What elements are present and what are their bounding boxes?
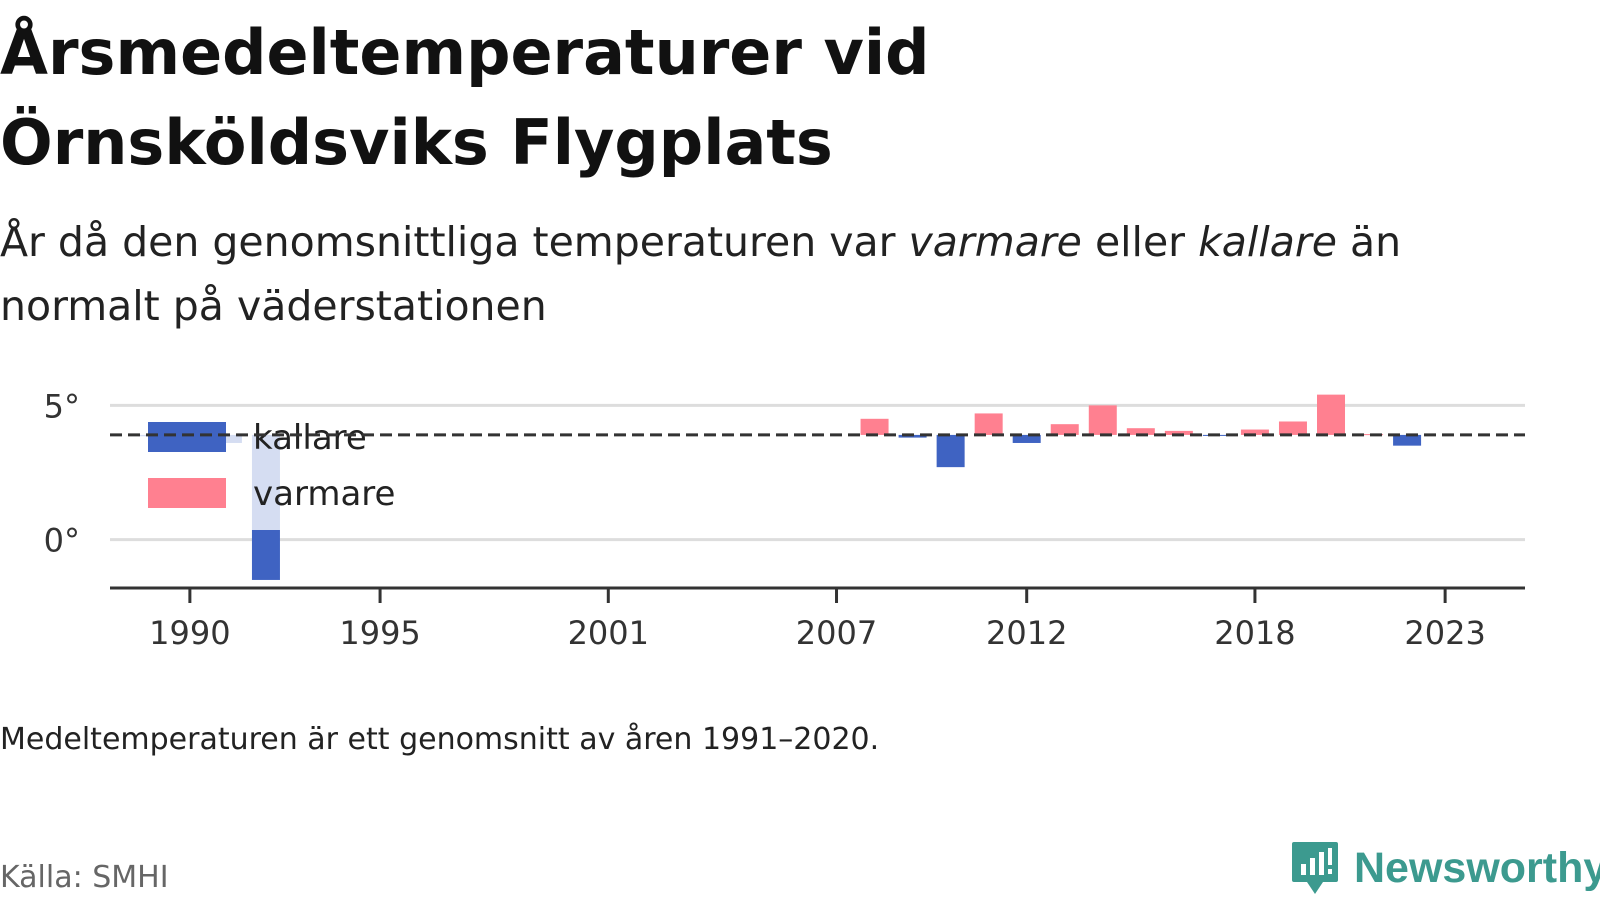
legend-label-cold: kallare bbox=[253, 418, 367, 458]
footnote: Medeltemperaturen är ett genomsnitt av å… bbox=[0, 722, 880, 757]
x-tick-label: 2018 bbox=[1214, 614, 1295, 652]
bar bbox=[1088, 405, 1117, 435]
chart-subtitle: År då den genomsnittliga temperaturen va… bbox=[0, 210, 1560, 338]
subtitle-part-2: eller bbox=[1081, 218, 1199, 266]
subtitle-part-3: än normalt på väderstationen bbox=[0, 218, 1402, 330]
bar bbox=[1012, 434, 1041, 443]
x-tick-label: 1995 bbox=[339, 614, 420, 652]
x-tick-label: 2023 bbox=[1404, 614, 1485, 652]
x-axis: 1990 1995 2001 2007 2012 2018 2023 bbox=[110, 586, 1525, 652]
x-tick-label: 2007 bbox=[796, 614, 877, 652]
subtitle-part-1: År då den genomsnittliga temperaturen va… bbox=[0, 218, 909, 266]
subtitle-warm: varmare bbox=[908, 218, 1082, 266]
legend-swatch-cold bbox=[148, 422, 226, 452]
x-tick-label: 2012 bbox=[986, 614, 1067, 652]
x-tick-label: 1990 bbox=[149, 614, 230, 652]
subtitle-cold: kallare bbox=[1198, 218, 1337, 266]
bar bbox=[1393, 434, 1422, 446]
legend: kallare varmare bbox=[134, 412, 416, 530]
title-line-2: Örnsköldsviks Flygplats bbox=[0, 106, 833, 179]
bar bbox=[1355, 434, 1384, 436]
newsworthy-logo-icon bbox=[1292, 842, 1338, 894]
bar bbox=[860, 418, 889, 435]
bar bbox=[1317, 394, 1346, 435]
brand-name: Newsworthy bbox=[1354, 843, 1600, 892]
brand: Newsworthy bbox=[1290, 840, 1600, 896]
bar bbox=[1240, 429, 1269, 435]
bar bbox=[1050, 424, 1079, 435]
x-tick-label: 2001 bbox=[568, 614, 649, 652]
legend-swatch-warm bbox=[148, 478, 226, 508]
bar bbox=[974, 413, 1003, 435]
bar bbox=[936, 434, 965, 468]
y-tick-label: 5° bbox=[44, 387, 80, 425]
temperature-bar-chart: 0° 5° kallare varmare 1990 1995 2001 2007 2012… bbox=[44, 387, 1525, 652]
bar bbox=[1164, 430, 1193, 435]
y-tick-label: 0° bbox=[44, 522, 80, 560]
bar bbox=[1278, 421, 1307, 435]
legend-label-warm: varmare bbox=[253, 474, 395, 514]
title-line-1: Årsmedeltemperaturer vid bbox=[0, 16, 930, 89]
bar bbox=[1126, 428, 1155, 435]
chart-title: Årsmedeltemperaturer vid Örnsköldsviks F… bbox=[0, 8, 1000, 188]
source-credit: Källa: SMHI bbox=[0, 860, 169, 895]
grid-layer: 0° 5° bbox=[44, 387, 1525, 560]
